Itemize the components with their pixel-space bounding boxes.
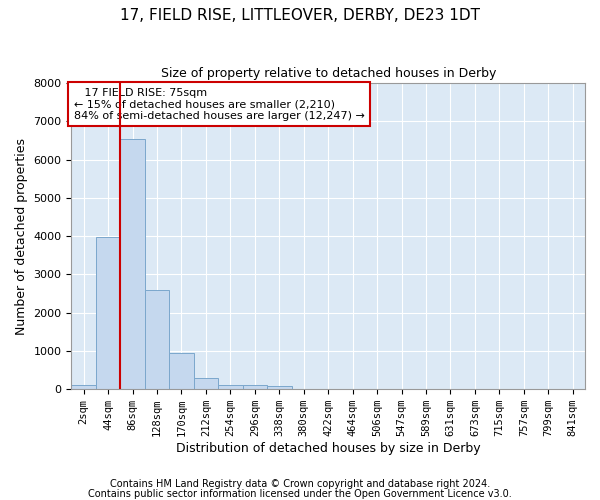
- Bar: [145, 290, 169, 389]
- X-axis label: Distribution of detached houses by size in Derby: Distribution of detached houses by size …: [176, 442, 481, 455]
- Text: Contains HM Land Registry data © Crown copyright and database right 2024.: Contains HM Land Registry data © Crown c…: [110, 479, 490, 489]
- Text: 17 FIELD RISE: 75sqm
← 15% of detached houses are smaller (2,210)
84% of semi-de: 17 FIELD RISE: 75sqm ← 15% of detached h…: [74, 88, 365, 121]
- Text: 17, FIELD RISE, LITTLEOVER, DERBY, DE23 1DT: 17, FIELD RISE, LITTLEOVER, DERBY, DE23 …: [120, 8, 480, 22]
- Bar: [194, 378, 218, 389]
- Bar: [71, 386, 96, 389]
- Bar: [96, 237, 121, 389]
- Y-axis label: Number of detached properties: Number of detached properties: [15, 138, 28, 334]
- Bar: [242, 386, 267, 389]
- Bar: [121, 138, 145, 389]
- Bar: [267, 386, 292, 389]
- Bar: [169, 353, 194, 389]
- Text: Contains public sector information licensed under the Open Government Licence v3: Contains public sector information licen…: [88, 489, 512, 499]
- Bar: [218, 384, 242, 389]
- Title: Size of property relative to detached houses in Derby: Size of property relative to detached ho…: [161, 68, 496, 80]
